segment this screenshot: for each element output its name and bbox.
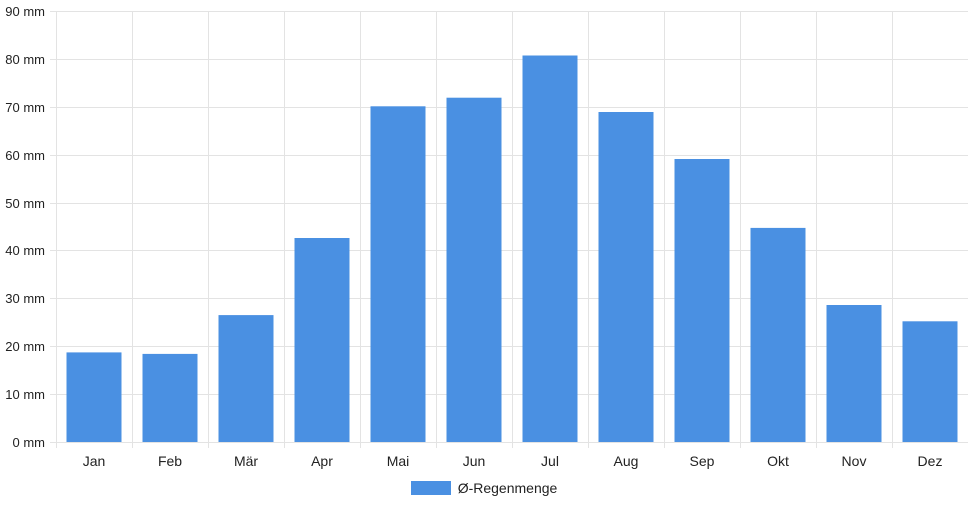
legend-swatch	[410, 481, 451, 495]
y-tick-label: 70 mm	[5, 100, 45, 115]
x-tick-label: Jun	[463, 453, 486, 469]
bar-apr[interactable]	[294, 238, 350, 442]
bar-mär[interactable]	[218, 315, 274, 442]
x-tick-label: Sep	[690, 453, 715, 469]
y-tick-label: 80 mm	[5, 52, 45, 67]
x-tick-label: Dez	[918, 453, 943, 469]
legend[interactable]: Ø-Regenmenge	[0, 480, 968, 496]
legend-label: Ø-Regenmenge	[457, 480, 558, 496]
bars	[66, 55, 958, 443]
bar-jan[interactable]	[66, 352, 122, 442]
x-axis-tick-labels: Jan Feb Mär Apr Mai Jun Jul Aug Sep Okt Nov Dez	[83, 453, 943, 469]
y-axis-tick-labels: 0 mm 10 mm 20 mm 30 mm 40 mm 50 mm 60 mm 70 mm 8…	[5, 4, 45, 450]
x-tick-label: Mär	[234, 453, 258, 469]
y-tick-label: 10 mm	[5, 387, 45, 402]
bar-jun[interactable]	[446, 97, 502, 442]
bar-feb[interactable]	[142, 353, 198, 442]
grid	[50, 11, 968, 448]
bar-aug[interactable]	[598, 112, 654, 442]
y-tick-label: 50 mm	[5, 196, 45, 211]
x-tick-label: Jul	[541, 453, 559, 469]
bar-mai[interactable]	[370, 106, 426, 443]
x-tick-label: Feb	[158, 453, 182, 469]
y-tick-label: 30 mm	[5, 291, 45, 306]
x-tick-label: Okt	[767, 453, 789, 469]
x-tick-label: Nov	[842, 453, 867, 469]
y-tick-label: 60 mm	[5, 148, 45, 163]
y-tick-label: 90 mm	[5, 4, 45, 19]
bar-okt[interactable]	[750, 227, 806, 442]
x-tick-label: Aug	[614, 453, 639, 469]
y-tick-label: 20 mm	[5, 339, 45, 354]
bar-sep[interactable]	[674, 159, 730, 442]
x-tick-label: Jan	[83, 453, 106, 469]
bar-nov[interactable]	[826, 305, 882, 442]
y-tick-label: 40 mm	[5, 243, 45, 258]
bar-jul[interactable]	[522, 55, 578, 443]
bar-dez[interactable]	[902, 321, 958, 442]
y-tick-label: 0 mm	[13, 435, 46, 450]
x-tick-label: Apr	[311, 453, 333, 469]
x-tick-label: Mai	[387, 453, 410, 469]
